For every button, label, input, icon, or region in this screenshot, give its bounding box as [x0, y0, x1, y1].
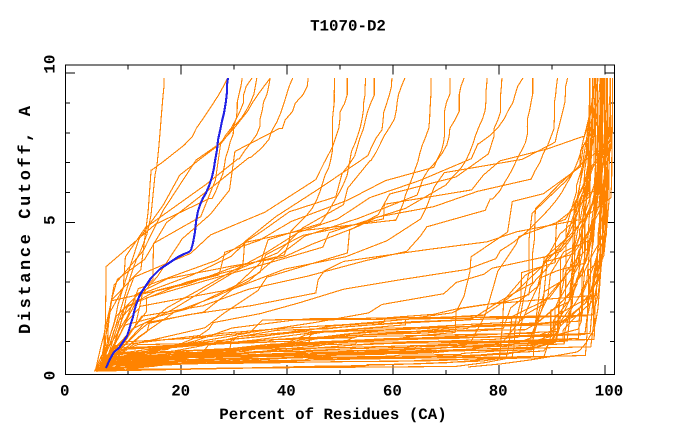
svg-text:Percent of Residues (CA): Percent of Residues (CA) [219, 406, 447, 424]
svg-text:0: 0 [42, 371, 60, 380]
svg-text:100: 100 [595, 382, 623, 400]
svg-text:80: 80 [489, 382, 508, 400]
svg-text:40: 40 [277, 382, 296, 400]
svg-text:0: 0 [60, 382, 69, 400]
svg-text:20: 20 [171, 382, 190, 400]
svg-text:Distance Cutoff, A: Distance Cutoff, A [17, 105, 36, 334]
svg-text:10: 10 [42, 55, 60, 74]
svg-text:5: 5 [42, 215, 60, 224]
svg-text:T1070-D2: T1070-D2 [310, 18, 386, 36]
svg-text:60: 60 [383, 382, 402, 400]
